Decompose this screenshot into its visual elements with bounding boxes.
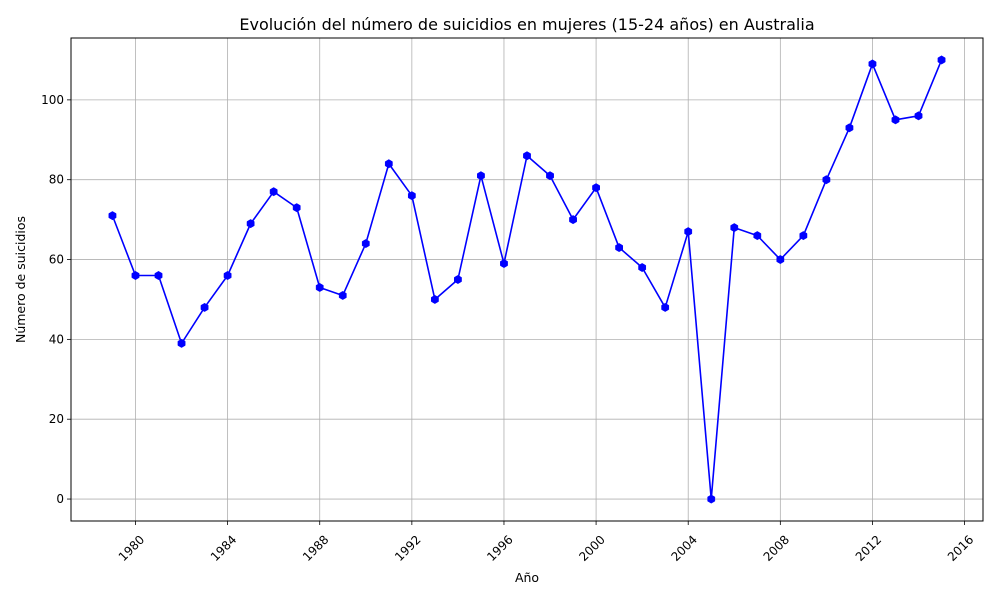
data-point <box>384 159 393 169</box>
data-point <box>937 55 946 65</box>
data-point <box>315 282 324 292</box>
data-point <box>914 111 923 121</box>
data-point <box>753 231 762 241</box>
data-point <box>523 151 531 161</box>
x-axis-label: Año <box>515 570 539 585</box>
data-point <box>361 239 370 249</box>
data-point <box>500 259 508 269</box>
data-point <box>407 191 416 201</box>
y-tick-label: 20 <box>49 412 64 426</box>
data-point <box>154 271 163 280</box>
data-point <box>776 255 785 265</box>
y-tick-label: 60 <box>49 253 64 267</box>
data-point <box>707 494 716 504</box>
data-point <box>638 263 647 273</box>
data-point <box>615 243 624 253</box>
y-tick-label: 100 <box>41 93 64 107</box>
data-point <box>131 271 140 280</box>
data-point <box>223 271 232 280</box>
data-point <box>430 294 439 304</box>
data-point <box>730 223 739 233</box>
data-point <box>200 302 209 312</box>
y-axis-ticks: 0 20 40 60 80 100 <box>41 93 71 506</box>
y-tick-label: 80 <box>49 173 64 187</box>
data-point <box>269 187 278 197</box>
data-point <box>868 59 877 69</box>
grid-lines <box>71 38 983 521</box>
data-point <box>569 215 577 225</box>
series-group <box>108 55 946 504</box>
data-point <box>592 183 600 193</box>
data-point <box>454 275 462 284</box>
plot-area-frame <box>70 37 984 522</box>
data-point <box>108 211 117 221</box>
data-point <box>684 227 693 237</box>
data-point <box>891 115 900 125</box>
chart-title: Evolución del número de suicidios en muj… <box>239 15 814 34</box>
data-point <box>292 203 301 213</box>
y-tick-label: 40 <box>49 332 64 346</box>
data-point <box>546 171 554 181</box>
data-point <box>477 171 485 181</box>
data-point <box>246 219 255 229</box>
data-point <box>177 338 186 348</box>
data-point <box>338 290 347 300</box>
data-point <box>799 231 808 241</box>
data-point <box>845 123 854 133</box>
y-tick-label: 0 <box>56 492 64 506</box>
y-axis-label: Número de suicidios <box>13 216 28 343</box>
data-point <box>822 175 831 185</box>
data-point <box>661 302 670 312</box>
